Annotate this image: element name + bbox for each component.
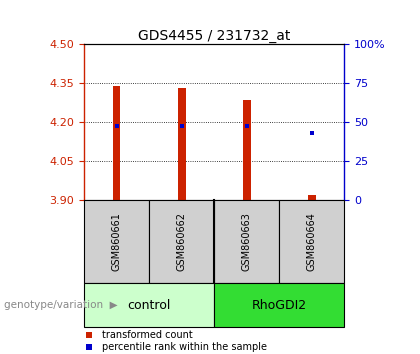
Bar — [308, 195, 316, 200]
Text: percentile rank within the sample: percentile rank within the sample — [102, 342, 267, 352]
Text: GSM860662: GSM860662 — [177, 212, 186, 271]
Bar — [214, 283, 344, 327]
Bar — [113, 86, 121, 200]
Text: GSM860661: GSM860661 — [112, 212, 121, 271]
Bar — [84, 200, 149, 283]
Text: RhoGDI2: RhoGDI2 — [252, 299, 307, 312]
Title: GDS4455 / 231732_at: GDS4455 / 231732_at — [138, 29, 290, 43]
Bar — [243, 100, 251, 200]
Bar — [279, 200, 344, 283]
Text: genotype/variation  ▶: genotype/variation ▶ — [4, 300, 118, 310]
Bar — [178, 88, 186, 200]
Text: GSM860663: GSM860663 — [242, 212, 252, 271]
Bar — [214, 200, 279, 283]
Text: control: control — [127, 299, 171, 312]
Bar — [84, 283, 214, 327]
Bar — [149, 200, 214, 283]
Text: transformed count: transformed count — [102, 330, 193, 340]
Text: GSM860664: GSM860664 — [307, 212, 317, 271]
